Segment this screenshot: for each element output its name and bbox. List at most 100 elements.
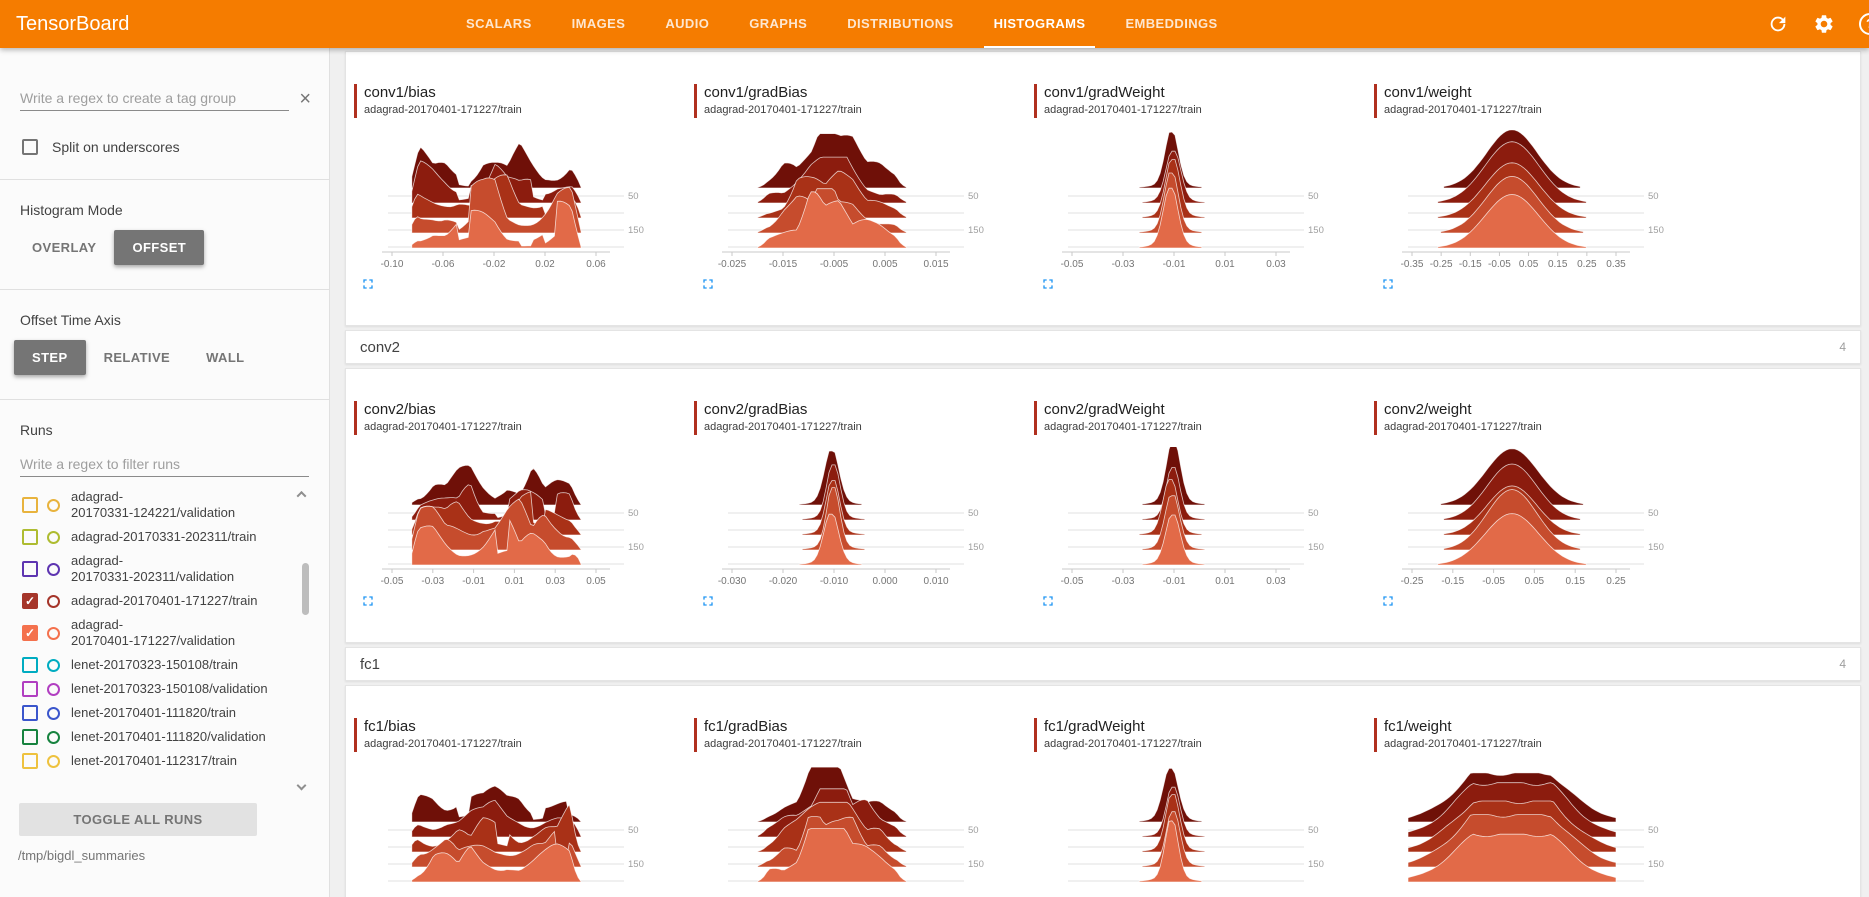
card-titles: fc1/bias adagrad-20170401-171227/train bbox=[364, 718, 522, 752]
tab-graphs[interactable]: GRAPHS bbox=[749, 16, 808, 31]
split-underscores-row[interactable]: Split on underscores bbox=[22, 139, 309, 155]
run-item[interactable]: lenet-20170323-150108/validation bbox=[22, 677, 329, 701]
run-item[interactable]: lenet-20170401-111820/train bbox=[22, 701, 329, 725]
close-icon[interactable]: × bbox=[299, 87, 311, 110]
card-titles: conv2/gradBias adagrad-20170401-171227/tr… bbox=[704, 401, 862, 435]
tab-embeddings[interactable]: EMBEDDINGS bbox=[1125, 16, 1218, 31]
svg-text:-0.01: -0.01 bbox=[1163, 259, 1186, 270]
svg-text:0.000: 0.000 bbox=[872, 576, 897, 587]
runs-label: Runs bbox=[20, 422, 53, 438]
svg-text:50: 50 bbox=[1308, 508, 1319, 519]
run-checkbox[interactable] bbox=[22, 705, 38, 721]
run-checkbox[interactable] bbox=[22, 561, 38, 577]
time-axis-step-button[interactable]: STEP bbox=[14, 340, 86, 375]
chart-run-subtitle: adagrad-20170401-171227/train bbox=[1384, 738, 1542, 750]
tag-group-panel: conv1/bias adagrad-20170401-171227/train 5… bbox=[345, 51, 1861, 326]
expand-fullscreen-icon[interactable] bbox=[360, 276, 376, 292]
histogram-mode-offset-button[interactable]: OFFSET bbox=[114, 230, 205, 265]
run-accent-bar bbox=[1374, 718, 1377, 752]
histogram-ridgeline-chart: 50 150 -0.05 -0.03 -0.01 0.01 0.03 0.05 bbox=[381, 464, 644, 587]
expand-fullscreen-icon[interactable] bbox=[1380, 593, 1396, 609]
chart-run-subtitle: adagrad-20170401-171227/train bbox=[1044, 421, 1202, 433]
run-checkbox[interactable]: ✓ bbox=[22, 625, 38, 641]
expand-fullscreen-icon[interactable] bbox=[1040, 593, 1056, 609]
chart-run-subtitle: adagrad-20170401-171227/train bbox=[704, 104, 862, 116]
run-item[interactable]: adagrad-20170331-202311/train bbox=[22, 525, 329, 549]
expand-fullscreen-icon[interactable] bbox=[700, 593, 716, 609]
run-name: adagrad- 20170331-124221/validation bbox=[71, 489, 236, 520]
tag-group-header[interactable]: conv2 4 bbox=[345, 330, 1861, 364]
split-underscores-checkbox[interactable] bbox=[22, 139, 38, 155]
run-checkbox[interactable]: ✓ bbox=[22, 593, 38, 609]
card-header: fc1/bias adagrad-20170401-171227/train bbox=[354, 718, 694, 752]
svg-text:-0.005: -0.005 bbox=[820, 259, 849, 270]
expand-fullscreen-icon[interactable] bbox=[1040, 276, 1056, 292]
time-axis-wall-button[interactable]: WALL bbox=[188, 340, 262, 375]
tag-group-count: 4 bbox=[1839, 657, 1846, 671]
chart-run-subtitle: adagrad-20170401-171227/train bbox=[1044, 738, 1202, 750]
settings-gear-icon[interactable] bbox=[1813, 13, 1835, 35]
time-axis-relative-button[interactable]: RELATIVE bbox=[86, 340, 189, 375]
card-titles: conv1/bias adagrad-20170401-171227/train bbox=[364, 84, 522, 118]
svg-text:0.25: 0.25 bbox=[1577, 259, 1597, 270]
card-header: conv1/weight adagrad-20170401-171227/trai… bbox=[1374, 84, 1714, 118]
svg-text:50: 50 bbox=[1308, 191, 1319, 202]
help-icon[interactable]: ? bbox=[1859, 13, 1869, 35]
refresh-icon[interactable] bbox=[1767, 13, 1789, 35]
tab-images[interactable]: IMAGES bbox=[571, 16, 626, 31]
svg-text:150: 150 bbox=[1648, 542, 1664, 553]
svg-text:0.05: 0.05 bbox=[586, 576, 606, 587]
run-checkbox[interactable] bbox=[22, 729, 38, 745]
expand-fullscreen-icon[interactable] bbox=[1380, 276, 1396, 292]
tag-group-panel: conv2/bias adagrad-20170401-171227/train 5… bbox=[345, 368, 1861, 643]
svg-text:50: 50 bbox=[628, 825, 639, 836]
run-checkbox[interactable] bbox=[22, 497, 38, 513]
chart-run-subtitle: adagrad-20170401-171227/train bbox=[364, 104, 522, 116]
run-checkbox[interactable] bbox=[22, 681, 38, 697]
run-item[interactable]: ✓ adagrad- 20170401-171227/validation bbox=[22, 613, 329, 653]
run-color-circle bbox=[47, 682, 60, 696]
run-checkbox[interactable] bbox=[22, 753, 38, 769]
tag-filter-input[interactable] bbox=[20, 86, 290, 111]
scroll-down-icon[interactable] bbox=[296, 780, 307, 791]
run-checkbox[interactable] bbox=[22, 657, 38, 673]
run-checkbox[interactable] bbox=[22, 529, 38, 545]
svg-text:0.25: 0.25 bbox=[1606, 576, 1626, 587]
histogram-card: conv2/gradWeight adagrad-20170401-171227/… bbox=[1034, 401, 1374, 614]
expand-fullscreen-icon[interactable] bbox=[700, 276, 716, 292]
card-titles: conv2/gradWeight adagrad-20170401-171227/… bbox=[1044, 401, 1202, 435]
chart-card-row: fc1/bias adagrad-20170401-171227/train 50 1… bbox=[346, 686, 1860, 897]
toggle-all-runs-button[interactable]: TOGGLE ALL RUNS bbox=[19, 803, 257, 836]
runs-scrollbar-thumb[interactable] bbox=[302, 563, 309, 615]
tab-histograms[interactable]: HISTOGRAMS bbox=[983, 0, 1096, 48]
tab-scalars[interactable]: SCALARS bbox=[466, 16, 532, 31]
run-accent-bar bbox=[694, 718, 697, 752]
tag-group-header[interactable]: fc1 4 bbox=[345, 647, 1861, 681]
tag-group-panel: fc1/bias adagrad-20170401-171227/train 50 1… bbox=[345, 685, 1861, 897]
run-item[interactable]: adagrad- 20170331-124221/validation bbox=[22, 485, 329, 525]
histogram-mode-overlay-button[interactable]: OVERLAY bbox=[14, 230, 114, 265]
expand-fullscreen-icon[interactable] bbox=[360, 593, 376, 609]
scroll-up-icon[interactable] bbox=[296, 490, 307, 501]
run-item[interactable]: ✓ adagrad-20170401-171227/train bbox=[22, 589, 329, 613]
card-header: conv1/gradBias adagrad-20170401-171227/tr… bbox=[694, 84, 1034, 118]
svg-text:-0.03: -0.03 bbox=[421, 576, 444, 587]
svg-text:0.05: 0.05 bbox=[1519, 259, 1539, 270]
card-titles: conv1/weight adagrad-20170401-171227/trai… bbox=[1384, 84, 1542, 118]
svg-text:150: 150 bbox=[968, 859, 984, 870]
run-item[interactable]: lenet-20170323-150108/train bbox=[22, 653, 329, 677]
run-item[interactable]: adagrad- 20170331-202311/validation bbox=[22, 549, 329, 589]
card-titles: conv1/gradWeight adagrad-20170401-171227/… bbox=[1044, 84, 1202, 118]
chart-run-subtitle: adagrad-20170401-171227/train bbox=[704, 738, 862, 750]
histogram-ridgeline-chart: 50 150 -0.05 -0.03 -0.01 0.01 0.03 bbox=[1061, 131, 1324, 270]
run-item[interactable]: lenet-20170401-111820/validation bbox=[22, 725, 329, 749]
chart-card-row: conv2/bias adagrad-20170401-171227/train 5… bbox=[346, 369, 1860, 642]
svg-text:0.005: 0.005 bbox=[872, 259, 897, 270]
run-item[interactable]: lenet-20170401-112317/train bbox=[22, 749, 329, 773]
chart-title: conv1/weight bbox=[1384, 84, 1472, 101]
runs-filter-input[interactable] bbox=[20, 452, 309, 477]
tab-audio[interactable]: AUDIO bbox=[665, 16, 710, 31]
chart-title: conv2/weight bbox=[1384, 401, 1472, 418]
tab-distributions[interactable]: DISTRIBUTIONS bbox=[847, 16, 954, 31]
run-color-circle bbox=[47, 706, 60, 720]
